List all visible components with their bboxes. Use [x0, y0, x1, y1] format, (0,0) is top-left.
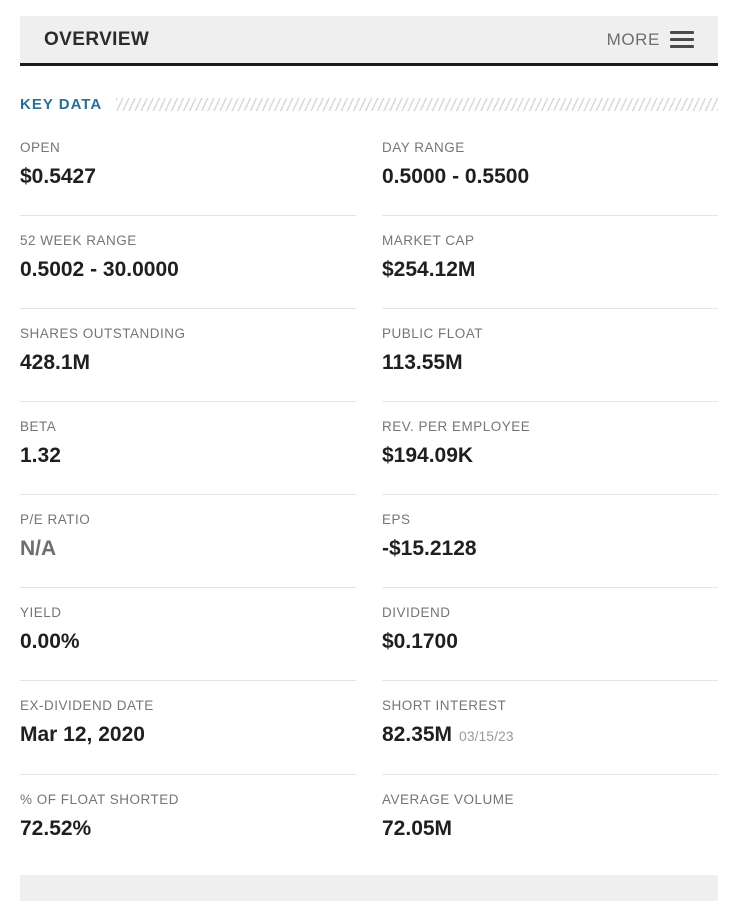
- key-data-label: REV. PER EMPLOYEE: [382, 419, 531, 434]
- key-data-value: $0.5427: [20, 165, 96, 188]
- key-data-label: YIELD: [20, 605, 62, 620]
- key-data-cell-eps: EPS -$15.2128: [382, 494, 718, 587]
- hatch-decoration: [116, 98, 718, 111]
- key-data-value: 428.1M: [20, 351, 91, 374]
- key-data-label: % OF FLOAT SHORTED: [20, 792, 180, 807]
- key-data-cell-float-shorted: % OF FLOAT SHORTED 72.52%: [20, 774, 356, 867]
- key-data-cell-dividend: DIVIDEND $0.1700: [382, 587, 718, 680]
- key-data-value: 72.05M: [382, 817, 453, 840]
- key-data-cell-shares-outstanding: SHARES OUTSTANDING 428.1M: [20, 308, 356, 401]
- key-data-label: MARKET CAP: [382, 233, 475, 248]
- key-data-cell-day-range: DAY RANGE 0.5000 - 0.5500: [382, 123, 718, 215]
- key-data-value: 72.52%: [20, 817, 92, 840]
- key-data-cell-short-interest: SHORT INTEREST 82.35M 03/15/23: [382, 680, 718, 774]
- key-data-label: 52 WEEK RANGE: [20, 233, 137, 248]
- short-interest-date: 03/15/23: [459, 728, 514, 744]
- key-data-value: $194.09K: [382, 444, 474, 467]
- key-data-cell-open: OPEN $0.5427: [20, 123, 356, 215]
- page-title: OVERVIEW: [44, 28, 150, 50]
- key-data-label: EPS: [382, 512, 411, 527]
- key-data-value: $254.12M: [382, 258, 476, 281]
- key-data-label: BETA: [20, 419, 57, 434]
- key-data-cell-beta: BETA 1.32: [20, 401, 356, 494]
- hamburger-menu-icon: [670, 27, 694, 52]
- key-data-grid: OPEN $0.5427 DAY RANGE 0.5000 - 0.5500 5…: [20, 123, 718, 867]
- key-data-value: 0.00%: [20, 630, 80, 653]
- key-data-label: DAY RANGE: [382, 140, 465, 155]
- key-data-title: KEY DATA: [20, 96, 103, 113]
- key-data-label: EX-DIVIDEND DATE: [20, 698, 154, 713]
- key-data-value: $0.1700: [382, 630, 458, 653]
- key-data-cell-52-week-range: 52 WEEK RANGE 0.5002 - 30.0000: [20, 215, 356, 308]
- key-data-cell-public-float: PUBLIC FLOAT 113.55M: [382, 308, 718, 401]
- key-data-cell-rev-per-employee: REV. PER EMPLOYEE $194.09K: [382, 401, 718, 494]
- key-data-cell-average-volume: AVERAGE VOLUME 72.05M: [382, 774, 718, 867]
- key-data-cell-ex-dividend-date: EX-DIVIDEND DATE Mar 12, 2020: [20, 680, 356, 774]
- key-data-value: 113.55M: [382, 351, 463, 374]
- key-data-value: 1.32: [20, 444, 61, 467]
- key-data-value: 0.5000 - 0.5500: [382, 165, 530, 188]
- key-data-label: DIVIDEND: [382, 605, 451, 620]
- key-data-value: -$15.2128: [382, 537, 477, 560]
- key-data-label: SHORT INTEREST: [382, 698, 507, 713]
- key-data-label: SHARES OUTSTANDING: [20, 326, 186, 341]
- key-data-label: AVERAGE VOLUME: [382, 792, 515, 807]
- more-button-label: MORE: [606, 29, 660, 49]
- key-data-cell-market-cap: MARKET CAP $254.12M: [382, 215, 718, 308]
- overview-header-bar: OVERVIEW MORE: [20, 16, 718, 66]
- next-section-bar: [20, 875, 718, 901]
- key-data-label: P/E RATIO: [20, 512, 91, 527]
- key-data-label: PUBLIC FLOAT: [382, 326, 484, 341]
- key-data-value: N/A: [20, 537, 57, 560]
- more-button[interactable]: MORE: [607, 27, 694, 52]
- key-data-cell-pe-ratio: P/E RATIO N/A: [20, 494, 356, 587]
- key-data-value: 0.5002 - 30.0000: [20, 258, 179, 281]
- key-data-cell-yield: YIELD 0.00%: [20, 587, 356, 680]
- key-data-value: Mar 12, 2020: [20, 723, 145, 746]
- key-data-value: 82.35M 03/15/23: [382, 723, 514, 746]
- key-data-heading: KEY DATA: [20, 96, 718, 113]
- key-data-label: OPEN: [20, 140, 61, 155]
